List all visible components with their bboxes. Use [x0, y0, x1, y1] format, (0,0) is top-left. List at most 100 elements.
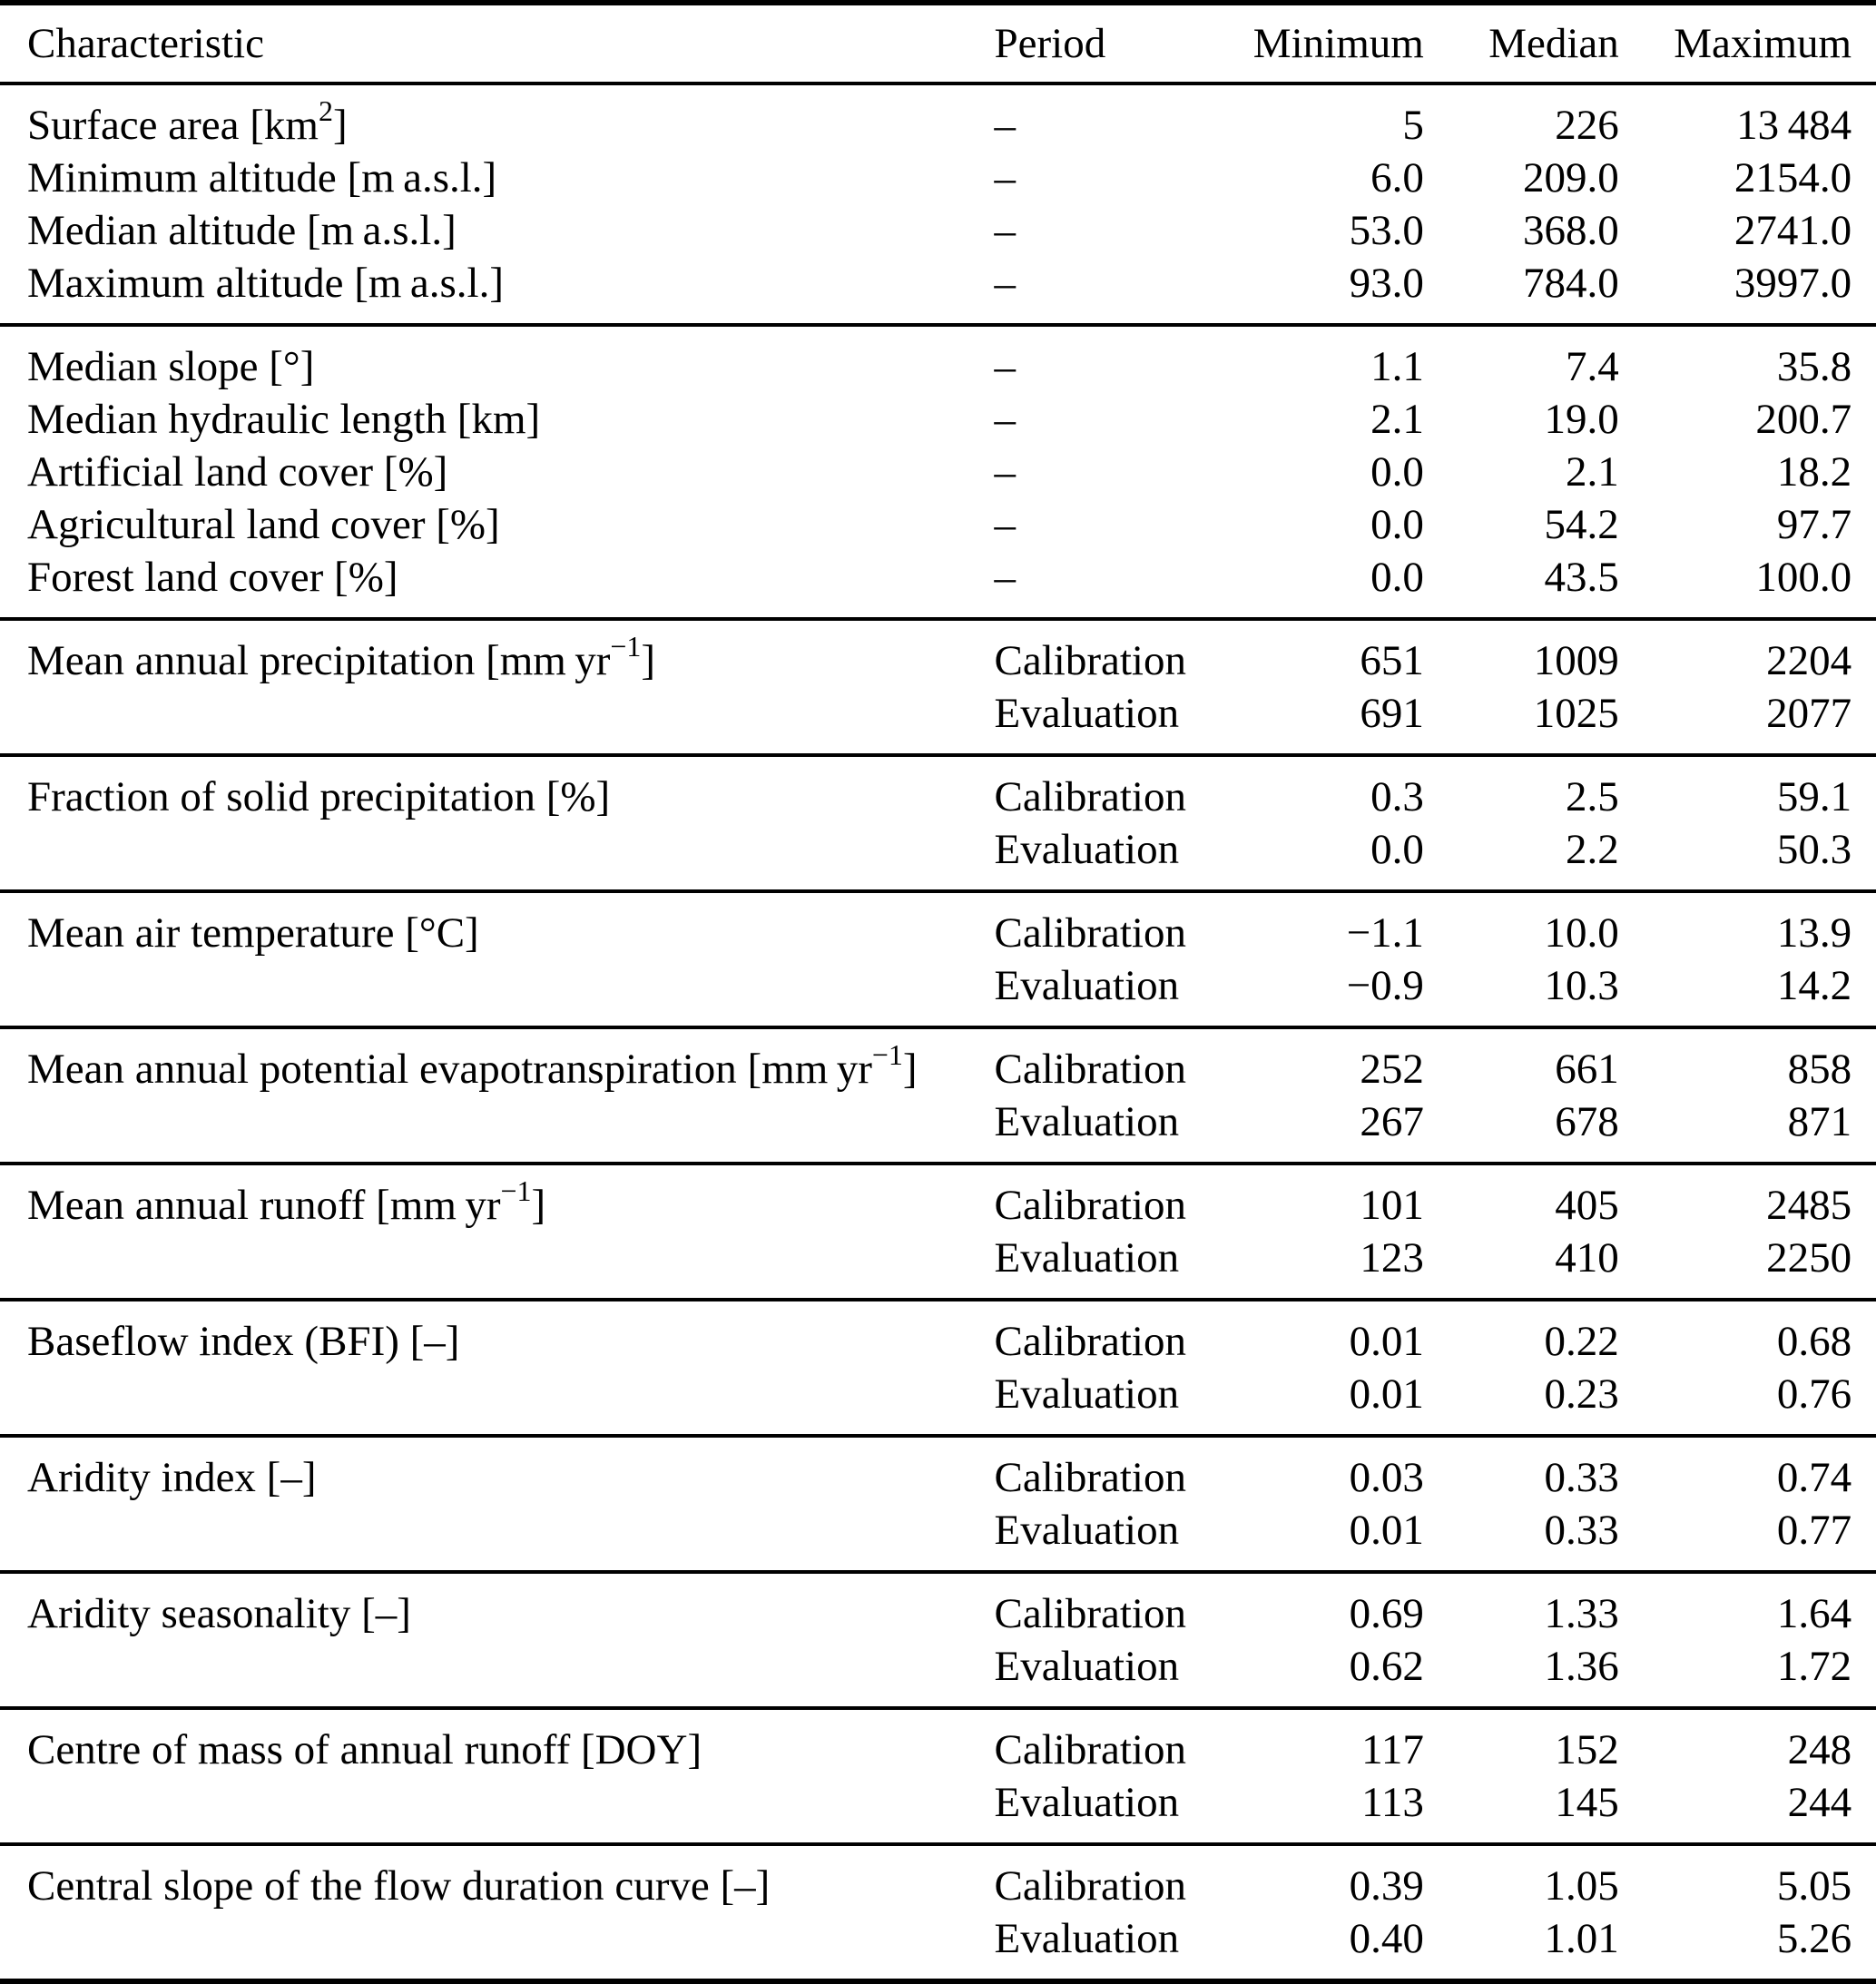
- minimum-cell: 0.01: [1349, 1318, 1424, 1365]
- period-cell: Evaluation: [994, 826, 1180, 873]
- minimum-cell: 0.03: [1349, 1454, 1424, 1501]
- minimum-cell: 691: [1360, 690, 1424, 737]
- table-group: Central slope of the flow duration curve…: [0, 1846, 1876, 1984]
- period-cell: Evaluation: [994, 1507, 1180, 1554]
- period-cell: –: [994, 448, 1017, 496]
- period-cell: –: [994, 260, 1017, 307]
- maximum-cell: 1.64: [1776, 1590, 1852, 1637]
- minimum-cell: 101: [1360, 1182, 1424, 1229]
- maximum-cell: 0.76: [1776, 1370, 1852, 1418]
- characteristic-cell: Baseflow index (BFI) [–]: [27, 1318, 460, 1365]
- median-cell: 10.0: [1544, 909, 1619, 957]
- minimum-cell: 0.0: [1370, 826, 1424, 873]
- characteristic-cell: Fraction of solid precipitation [%]: [27, 773, 611, 820]
- table-row: Median altitude [m a.s.l.] – 53.0 368.0 2741…: [0, 204, 1876, 257]
- median-cell: 1.36: [1544, 1643, 1619, 1690]
- median-cell: 2.5: [1566, 773, 1619, 820]
- minimum-cell: 0.69: [1349, 1590, 1424, 1637]
- median-cell: 209.0: [1523, 154, 1619, 201]
- period-cell: Calibration: [994, 1726, 1186, 1773]
- period-cell: –: [994, 207, 1017, 254]
- minimum-cell: −1.1: [1346, 909, 1424, 957]
- table-header: Characteristic Period Minimum Median Max…: [0, 0, 1876, 85]
- characteristic-cell: Median hydraulic length [km]: [27, 396, 541, 443]
- period-cell: Evaluation: [994, 1643, 1180, 1690]
- median-cell: 0.33: [1544, 1454, 1619, 1501]
- table-row: Forest land cover [%] – 0.0 43.5 100.0: [0, 551, 1876, 604]
- period-cell: Calibration: [994, 1046, 1186, 1093]
- header-median: Median: [1488, 20, 1619, 67]
- table-row: Centre of mass of annual runoff [DOY] Cal…: [0, 1724, 1876, 1776]
- table-row: Baseflow index (BFI) [–] Calibration 0.01 0…: [0, 1315, 1876, 1368]
- header-row: Characteristic Period Minimum Median Max…: [0, 17, 1876, 70]
- maximum-cell: 5.26: [1776, 1915, 1852, 1962]
- minimum-cell: 252: [1360, 1046, 1424, 1093]
- minimum-cell: 1.1: [1370, 343, 1424, 390]
- maximum-cell: 2741.0: [1734, 207, 1852, 254]
- median-cell: 784.0: [1523, 260, 1619, 307]
- median-cell: 678: [1555, 1098, 1619, 1145]
- table-row: Mean annual runoff [mm yr−1] Calibration 1…: [0, 1175, 1876, 1232]
- table-row: Evaluation 0.01 0.23 0.76: [0, 1368, 1876, 1420]
- median-cell: 54.2: [1544, 501, 1619, 548]
- characteristic-cell: Forest land cover [%]: [27, 554, 398, 601]
- table-row: Median hydraulic length [km] – 2.1 19.0 200.…: [0, 393, 1876, 446]
- minimum-cell: 0.39: [1349, 1862, 1424, 1910]
- characteristic-cell: Aridity seasonality [–]: [27, 1590, 411, 1637]
- period-cell: Calibration: [994, 909, 1186, 957]
- table-row: Minimum altitude [m a.s.l.] – 6.0 209.0 2154…: [0, 152, 1876, 204]
- table-group: Baseflow index (BFI) [–] Calibration 0.01 0…: [0, 1301, 1876, 1438]
- median-cell: 368.0: [1523, 207, 1619, 254]
- minimum-cell: 0.01: [1349, 1507, 1424, 1554]
- table-group: Mean annual precipitation [mm yr−1] Calib…: [0, 621, 1876, 757]
- table-row: Evaluation 123 410 2250: [0, 1232, 1876, 1284]
- characteristic-cell: Agricultural land cover [%]: [27, 501, 500, 548]
- table-group: Aridity seasonality [–] Calibration 0.69 1.…: [0, 1574, 1876, 1710]
- period-cell: Evaluation: [994, 1915, 1180, 1962]
- period-cell: –: [994, 154, 1017, 201]
- table-row: Central slope of the flow duration curve…: [0, 1860, 1876, 1912]
- maximum-cell: 35.8: [1776, 343, 1852, 390]
- characteristic-cell: Maximum altitude [m a.s.l.]: [27, 260, 505, 307]
- maximum-cell: 50.3: [1776, 826, 1852, 873]
- maximum-cell: 14.2: [1776, 962, 1852, 1009]
- table-row: Aridity seasonality [–] Calibration 0.69 1.…: [0, 1587, 1876, 1640]
- table-group: Centre of mass of annual runoff [DOY] Cal…: [0, 1710, 1876, 1846]
- table-group: Fraction of solid precipitation [%] Calib…: [0, 757, 1876, 893]
- median-cell: 1.01: [1544, 1915, 1619, 1962]
- period-cell: Calibration: [994, 1318, 1186, 1365]
- characteristic-cell: Artificial land cover [%]: [27, 448, 448, 496]
- minimum-cell: −0.9: [1346, 962, 1424, 1009]
- minimum-cell: 113: [1361, 1779, 1424, 1826]
- characteristic-cell: Aridity index [–]: [27, 1454, 317, 1501]
- table-row: Median slope [°] – 1.1 7.4 35.8: [0, 340, 1876, 393]
- maximum-cell: 5.05: [1776, 1862, 1852, 1910]
- characteristic-cell: Mean annual runoff [mm yr−1]: [27, 1175, 546, 1229]
- maximum-cell: 248: [1787, 1726, 1852, 1773]
- period-cell: Evaluation: [994, 962, 1180, 1009]
- table-row: Mean annual potential evapotranspiration…: [0, 1041, 1876, 1095]
- median-cell: 0.33: [1544, 1507, 1619, 1554]
- table-row: Maximum altitude [m a.s.l.] – 93.0 784.0 399…: [0, 257, 1876, 309]
- table-row: Surface area [km2] – 5 226 13 484: [0, 97, 1876, 152]
- table-row: Evaluation 0.0 2.2 50.3: [0, 823, 1876, 876]
- maximum-cell: 13 484: [1736, 102, 1852, 149]
- minimum-cell: 0.3: [1370, 773, 1424, 820]
- table-row: Evaluation −0.9 10.3 14.2: [0, 959, 1876, 1012]
- maximum-cell: 0.68: [1776, 1318, 1852, 1365]
- maximum-cell: 0.77: [1776, 1507, 1852, 1554]
- period-cell: Evaluation: [994, 1779, 1180, 1826]
- median-cell: 1009: [1533, 637, 1619, 684]
- characteristic-cell: Central slope of the flow duration curve…: [27, 1862, 771, 1910]
- median-cell: 2.1: [1566, 448, 1619, 496]
- period-cell: Calibration: [994, 1862, 1186, 1910]
- period-cell: Evaluation: [994, 1098, 1180, 1145]
- minimum-cell: 5: [1402, 102, 1424, 149]
- table-group: Aridity index [–] Calibration 0.03 0.33 0.74…: [0, 1438, 1876, 1574]
- table-row: Evaluation 113 145 244: [0, 1776, 1876, 1829]
- header-period: Period: [994, 20, 1106, 67]
- median-cell: 1.05: [1544, 1862, 1619, 1910]
- minimum-cell: 2.1: [1370, 396, 1424, 443]
- maximum-cell: 18.2: [1776, 448, 1852, 496]
